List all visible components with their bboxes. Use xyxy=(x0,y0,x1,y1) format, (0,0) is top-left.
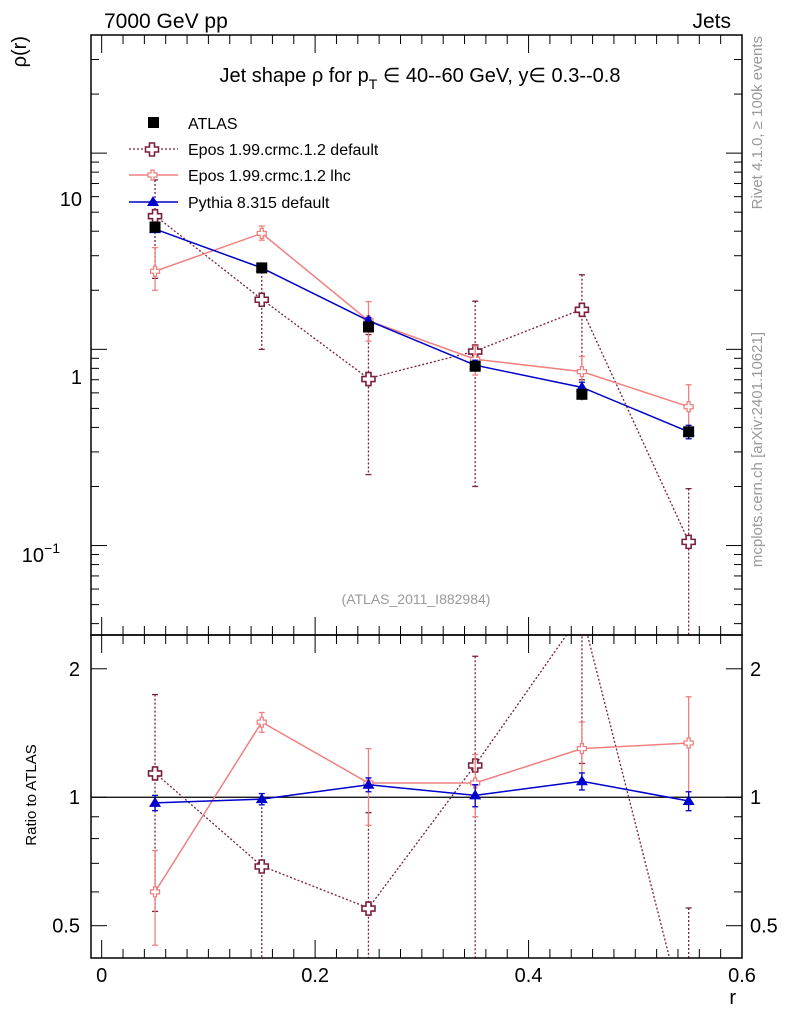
epos-default-marker xyxy=(147,208,163,224)
epos-lhc-marker xyxy=(470,777,481,789)
epos-lhc-marker xyxy=(576,742,588,755)
atlas-marker xyxy=(362,321,374,333)
atlas-marker xyxy=(576,388,588,400)
epos-default-marker xyxy=(681,534,696,550)
epos-default-marker xyxy=(361,371,376,387)
atlas-marker xyxy=(469,360,481,372)
legend-atlas-label: ATLAS xyxy=(188,116,238,133)
legend-atlas-marker xyxy=(148,117,159,128)
epos-lhc-marker xyxy=(256,227,267,240)
plot-title: Jet shape ρ for pT ∈ 40--60 GeV, y∈ 0.3-… xyxy=(220,65,621,92)
mcplots-label: mcplots.cern.ch [arXiv:2401.10621] xyxy=(749,332,766,567)
header-right: Jets xyxy=(692,10,731,33)
ratio-xtick-label: 0.6 xyxy=(728,965,756,987)
ratio-xtick-label: 0.4 xyxy=(515,965,543,987)
main-panel: 10 1 10−1 (ATLAS_2011_I882984) xyxy=(22,34,743,636)
epos-default-marker xyxy=(361,901,376,916)
ratio-xtick-labels: 0 0.2 0.4 0.6 xyxy=(96,965,756,987)
ratio-frame xyxy=(90,634,743,959)
legend-pythia-label: Pythia 8.315 default xyxy=(188,195,330,212)
epos-lhc-marker xyxy=(149,886,161,898)
atlas-marker xyxy=(683,426,695,438)
main-ytick-label-10: 10 xyxy=(60,189,82,211)
ratio-ytick-label: 0.5 xyxy=(52,916,80,938)
legend-epos-lhc-marker xyxy=(147,169,158,181)
main-ylabel: ρ(r) xyxy=(9,36,31,67)
ratio-ytick-labels: 0.5 0.5 1 1 2 2 xyxy=(52,659,778,938)
rivet-label: Rivet 4.1.0, ≥ 100k events xyxy=(749,36,766,209)
epos-default-line xyxy=(154,215,690,542)
epos-default-line xyxy=(154,635,671,958)
epos-default-marker xyxy=(254,859,270,874)
epos-default-marker xyxy=(147,766,163,781)
pythia-marker xyxy=(469,789,482,800)
ratio-ytick-label: 2 xyxy=(69,659,80,681)
ratio-xtick-label: 0.2 xyxy=(301,965,329,987)
epos-lhc-marker xyxy=(256,716,267,728)
ratio-ytick-label-right: 2 xyxy=(750,659,761,681)
pythia-line xyxy=(154,228,689,433)
main-axis-ticks xyxy=(91,34,743,635)
pythia-marker xyxy=(682,794,695,805)
ratio-axis-ticks xyxy=(91,635,743,958)
epos-lhc-line xyxy=(154,721,689,893)
x-axis-label: r xyxy=(729,987,736,1009)
ratio-ytick-label-right: 1 xyxy=(750,787,761,809)
ratio-panel: 0.5 0.5 1 1 2 2 0 0.2 0.4 0.6 xyxy=(52,634,778,987)
epos-lhc-marker xyxy=(576,365,588,378)
main-clipped-series xyxy=(147,179,696,635)
epos-default-marker xyxy=(254,292,270,308)
analysis-label: (ATLAS_2011_I882984) xyxy=(342,591,491,607)
ratio-ytick-label-right: 0.5 xyxy=(750,916,778,938)
epos-lhc-marker xyxy=(683,737,694,749)
ratio-ytick-label: 1 xyxy=(69,787,80,809)
legend: ATLAS Epos 1.99.crmc.1.2 default Epos 1.… xyxy=(129,116,379,212)
epos-lhc-line xyxy=(154,232,689,408)
legend-epos-lhc-label: Epos 1.99.crmc.1.2 lhc xyxy=(188,168,351,185)
legend-epos-default-label: Epos 1.99.crmc.1.2 default xyxy=(188,142,379,159)
pythia-line xyxy=(155,780,689,804)
main-ytick-label-1: 1 xyxy=(71,367,82,389)
legend-epos-default-marker xyxy=(144,142,160,157)
main-series-layer xyxy=(147,179,696,635)
ratio-series-layer xyxy=(147,635,695,958)
legend-pythia-marker xyxy=(147,196,159,206)
header-left: 7000 GeV pp xyxy=(104,10,228,33)
ratio-ylabel: Ratio to ATLAS xyxy=(23,744,40,845)
epos-lhc-marker xyxy=(149,265,161,277)
pythia-marker xyxy=(575,775,588,786)
epos-default-marker xyxy=(574,302,590,318)
pythia-marker xyxy=(149,796,162,807)
ratio-clipped-series xyxy=(147,635,695,958)
ratio-xtick-label: 0 xyxy=(96,965,107,987)
epos-lhc-marker xyxy=(683,401,694,413)
pythia-marker xyxy=(362,778,375,789)
atlas-marker xyxy=(149,221,161,233)
atlas-marker xyxy=(256,262,268,274)
main-ytick-label-0.1: 10−1 xyxy=(22,540,60,567)
pythia-marker xyxy=(255,793,268,804)
